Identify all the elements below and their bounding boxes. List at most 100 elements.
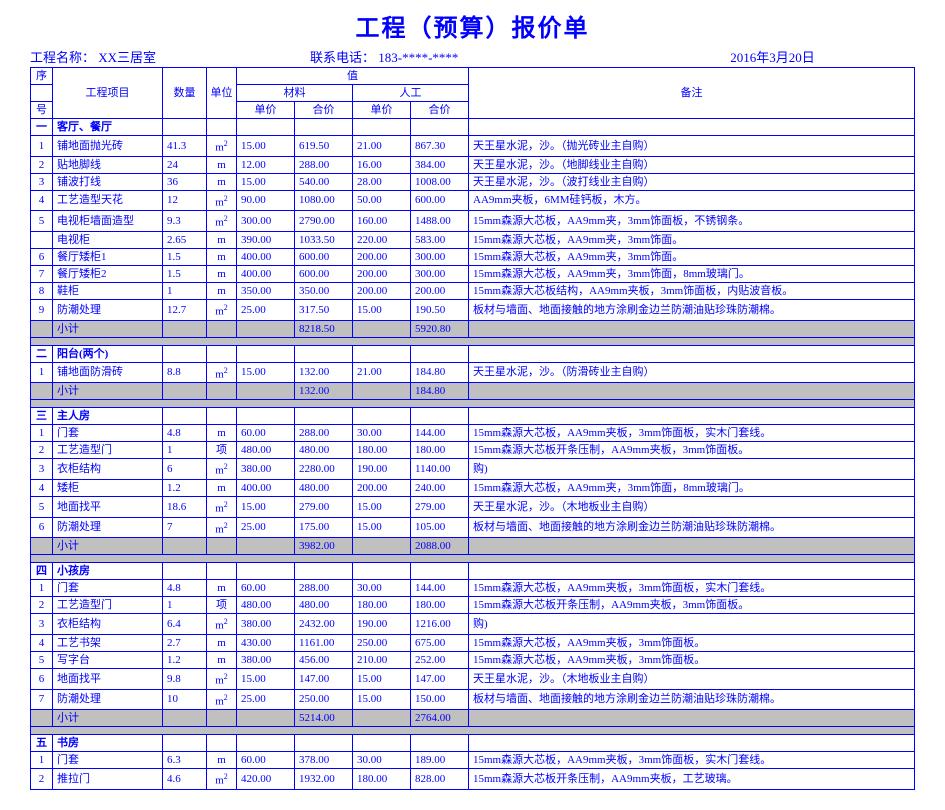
section-blank-6 — [469, 563, 915, 580]
row-material-total: 288.00 — [295, 580, 353, 597]
row-name: 餐厅矮柜2 — [53, 265, 163, 282]
row-material-unitprice: 15.00 — [237, 668, 295, 689]
row-material-total: 2280.00 — [295, 459, 353, 480]
table-row: 2工艺造型门1项480.00480.00180.00180.0015mm森源大芯… — [31, 597, 915, 614]
table-row: 4工艺书架2.7m430.001161.00250.00675.0015mm森源… — [31, 634, 915, 651]
subtotal-qty — [163, 710, 207, 727]
row-note: 板材与墙面、地面接触的地方涂刷金边兰防潮油贴珍珠防潮棉。 — [469, 299, 915, 320]
row-idx: 3 — [31, 173, 53, 190]
row-labor-unitprice: 180.00 — [353, 769, 411, 790]
row-material-total: 250.00 — [295, 689, 353, 710]
row-unit: m — [207, 248, 237, 265]
row-note: 15mm森源大芯板开条压制，AA9mm夹板，3mm饰面板。 — [469, 442, 915, 459]
row-material-unitprice: 430.00 — [237, 634, 295, 651]
row-labor-total: 105.00 — [411, 517, 469, 538]
subtotal-labor-total: 184.80 — [411, 383, 469, 400]
row-labor-total: 600.00 — [411, 190, 469, 211]
row-material-total: 480.00 — [295, 479, 353, 496]
row-name: 门套 — [53, 425, 163, 442]
row-material-unitprice: 25.00 — [237, 299, 295, 320]
row-qty: 1 — [163, 597, 207, 614]
section-blank-3 — [295, 563, 353, 580]
subtotal-label: 小计 — [53, 320, 163, 337]
row-unit: m — [207, 580, 237, 597]
row-unit: 项 — [207, 597, 237, 614]
row-labor-unitprice: 30.00 — [353, 580, 411, 597]
table-row: 3衣柜结构6.4m2380.002432.00190.001216.00购) — [31, 614, 915, 635]
row-qty: 1 — [163, 442, 207, 459]
section-blank-0 — [163, 345, 207, 362]
subtotal-qty — [163, 383, 207, 400]
row-idx: 1 — [31, 752, 53, 769]
section-name: 客厅、餐厅 — [53, 119, 163, 136]
row-name: 防潮处理 — [53, 689, 163, 710]
row-material-total: 1033.50 — [295, 231, 353, 248]
table-row: 1门套4.8m60.00288.0030.00144.0015mm森源大芯板，A… — [31, 580, 915, 597]
row-name: 防潮处理 — [53, 299, 163, 320]
subtotal-idx — [31, 383, 53, 400]
hdr-material: 材料 — [237, 85, 353, 102]
row-idx: 1 — [31, 425, 53, 442]
row-material-total: 480.00 — [295, 597, 353, 614]
row-material-total: 317.50 — [295, 299, 353, 320]
row-labor-total: 200.00 — [411, 282, 469, 299]
row-labor-total: 252.00 — [411, 651, 469, 668]
subtotal-unit — [207, 710, 237, 727]
row-name: 写字台 — [53, 651, 163, 668]
row-note: 15mm森源大芯板，AA9mm夹板，3mm饰面板，实木门套线。 — [469, 425, 915, 442]
row-note: 15mm森源大芯板，AA9mm夹，3mm饰面板，不锈钢条。 — [469, 211, 915, 232]
section-seq: 一 — [31, 119, 53, 136]
row-idx: 5 — [31, 211, 53, 232]
row-labor-total: 190.50 — [411, 299, 469, 320]
row-labor-unitprice: 30.00 — [353, 752, 411, 769]
row-qty: 24 — [163, 156, 207, 173]
row-qty: 6 — [163, 459, 207, 480]
row-idx: 1 — [31, 136, 53, 157]
row-idx: 3 — [31, 614, 53, 635]
row-qty: 6.3 — [163, 752, 207, 769]
subtotal-idx — [31, 710, 53, 727]
row-labor-unitprice: 15.00 — [353, 299, 411, 320]
subtotal-mp — [237, 710, 295, 727]
row-idx: 6 — [31, 517, 53, 538]
row-unit: m — [207, 425, 237, 442]
row-material-unitprice: 15.00 — [237, 496, 295, 517]
section-blank-1 — [207, 563, 237, 580]
section-blank-3 — [295, 119, 353, 136]
row-material-unitprice: 25.00 — [237, 517, 295, 538]
row-note: 15mm森源大芯板，AA9mm夹，3mm饰面，8mm玻璃门。 — [469, 265, 915, 282]
row-name: 推拉门 — [53, 769, 163, 790]
section-header: 二阳台(两个) — [31, 345, 915, 362]
table-row: 2贴地脚线24m12.00288.0016.00384.00天王星水泥，沙。（地… — [31, 156, 915, 173]
section-blank-1 — [207, 119, 237, 136]
row-labor-unitprice: 190.00 — [353, 459, 411, 480]
row-note: 15mm森源大芯板，AA9mm夹板，3mm饰面板。 — [469, 634, 915, 651]
row-labor-total: 1140.00 — [411, 459, 469, 480]
row-idx: 7 — [31, 265, 53, 282]
row-name: 门套 — [53, 752, 163, 769]
section-seq: 四 — [31, 563, 53, 580]
table-row: 5写字台1.2m380.00456.00210.00252.0015mm森源大芯… — [31, 651, 915, 668]
row-labor-total: 180.00 — [411, 597, 469, 614]
table-row: 电视柜2.65m390.001033.50220.00583.0015mm森源大… — [31, 231, 915, 248]
row-qty: 7 — [163, 517, 207, 538]
row-unit: m2 — [207, 211, 237, 232]
row-idx: 2 — [31, 769, 53, 790]
row-name: 电视柜墙面造型 — [53, 211, 163, 232]
subtotal-qty — [163, 538, 207, 555]
project-name: XX三居室 — [98, 50, 156, 65]
row-qty: 9.3 — [163, 211, 207, 232]
phone-value: 183-****-**** — [378, 50, 458, 65]
subtotal-qty — [163, 320, 207, 337]
row-name: 衣柜结构 — [53, 614, 163, 635]
section-blank-5 — [411, 408, 469, 425]
table-row: 9防潮处理12.7m225.00317.5015.00190.50板材与墙面、地… — [31, 299, 915, 320]
row-material-total: 600.00 — [295, 265, 353, 282]
table-row: 1门套4.8m60.00288.0030.00144.0015mm森源大芯板，A… — [31, 425, 915, 442]
row-labor-unitprice: 180.00 — [353, 597, 411, 614]
row-name: 铺地面防滑砖 — [53, 362, 163, 383]
phone-label: 联系电话： — [310, 50, 375, 65]
row-material-total: 288.00 — [295, 156, 353, 173]
row-qty: 1 — [163, 282, 207, 299]
row-idx: 6 — [31, 248, 53, 265]
